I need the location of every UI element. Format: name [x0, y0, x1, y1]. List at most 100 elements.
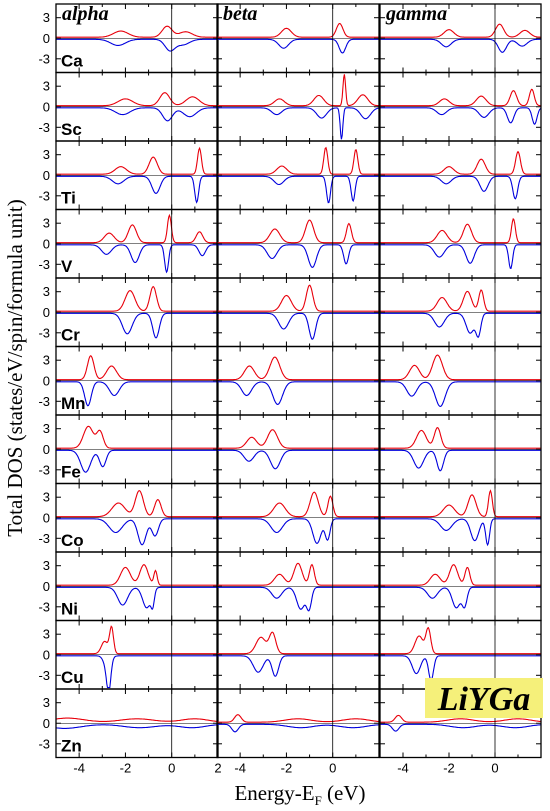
y-tick-label: 3 [43, 353, 50, 368]
series-spin-up [380, 151, 541, 175]
y-tick-label: 0 [43, 99, 50, 114]
y-tick-label: -3 [38, 599, 50, 614]
element-label: V [61, 257, 73, 276]
series-spin-down [217, 175, 379, 204]
panel-Ca-gamma: gamma [379, 3, 542, 74]
panel-Cu-alpha: Cu [55, 619, 219, 690]
series-spin-down [217, 107, 380, 140]
series-spin-up [380, 88, 541, 107]
panel-Ti-gamma [379, 140, 542, 211]
series-spin-down [56, 107, 218, 122]
element-label: Ti [61, 189, 76, 208]
series-spin-up [217, 562, 379, 586]
series-spin-down [217, 381, 379, 405]
y-tick-label: 3 [43, 10, 50, 25]
y-tick-label: 0 [43, 236, 50, 251]
series-spin-down [380, 38, 541, 53]
series-spin-up [380, 217, 541, 244]
series-spin-down [380, 449, 541, 472]
y-tick-label: 3 [43, 558, 50, 573]
series-spin-up [217, 356, 379, 381]
panel-Cu-beta [216, 619, 380, 690]
series-spin-down [217, 312, 379, 340]
series-spin-down [56, 518, 218, 546]
series-spin-up [380, 714, 542, 723]
y-tick-label: -3 [38, 325, 50, 340]
series-spin-up [55, 717, 219, 723]
series-spin-down [380, 518, 541, 547]
panel-V-gamma [379, 208, 542, 279]
element-label: Cu [61, 668, 84, 687]
series-spin-up [380, 354, 541, 381]
y-tick-label: 3 [43, 147, 50, 162]
panel-Mn-alpha: Mn [55, 345, 219, 416]
y-tick-label: 3 [43, 421, 50, 436]
x-tick-label: 0 [329, 761, 336, 776]
series-spin-down [56, 244, 218, 274]
series-spin-up [56, 489, 218, 518]
element-label: Zn [61, 737, 82, 756]
element-label: Ca [61, 52, 83, 71]
panel-Cr-gamma [379, 277, 542, 348]
series-spin-up [56, 425, 218, 449]
series-spin-up [217, 491, 379, 518]
y-tick-label: 3 [43, 284, 50, 299]
series-spin-down [217, 518, 379, 545]
series-spin-up [56, 355, 218, 381]
y-tick-label: -3 [38, 668, 50, 683]
compound-label: LiYGa [437, 681, 531, 718]
series-spin-up [56, 564, 218, 586]
panel-Ti-alpha: Ti [55, 140, 219, 211]
series-spin-down [56, 38, 218, 52]
series-spin-down [217, 244, 379, 268]
panel-Ca-alpha: Ca alpha [55, 3, 219, 74]
y-tick-label: -3 [38, 736, 50, 751]
panel-Mn-gamma [379, 345, 542, 416]
panel-Fe-gamma [379, 414, 542, 485]
series-spin-down [380, 107, 542, 125]
y-tick-label: 0 [43, 579, 50, 594]
series-spin-down [217, 655, 379, 677]
series-spin-down [217, 449, 379, 470]
x-tick-label: 0 [168, 761, 175, 776]
y-tick-label: 3 [43, 695, 50, 710]
y-tick-label: 0 [43, 373, 50, 388]
panel-Cr-alpha: Cr [55, 277, 219, 348]
series-spin-up [380, 564, 541, 586]
element-label: Cr [61, 326, 80, 345]
y-tick-label: 3 [43, 216, 50, 231]
panel-Ti-beta [216, 140, 380, 211]
series-spin-up [380, 427, 541, 449]
series-spin-down [380, 244, 541, 270]
series-spin-up [56, 146, 218, 175]
y-tick-label: -3 [38, 257, 50, 272]
panel-Fe-beta [216, 414, 380, 485]
series-spin-down [56, 381, 218, 407]
panel-Sc-alpha: Sc [55, 71, 219, 142]
series-spin-up [217, 23, 379, 38]
series-spin-up [217, 631, 379, 655]
series-spin-up [380, 289, 541, 312]
panel-Sc-gamma [379, 71, 542, 142]
element-label: Ni [61, 600, 78, 619]
series-spin-up [56, 625, 218, 655]
panel-Ni-gamma [379, 551, 542, 622]
panel-Ca-beta: beta [216, 3, 380, 74]
y-axis-title: Total DOS (states/eV/spin/formula unit) [3, 199, 27, 536]
series-spin-up [217, 714, 380, 723]
y-tick-label: 0 [43, 442, 50, 457]
series-spin-up [217, 74, 380, 107]
x-tick-label: -4 [234, 761, 246, 776]
phase-label: gamma [385, 3, 447, 25]
series-spin-down [217, 586, 379, 612]
element-label: Sc [61, 120, 82, 139]
series-spin-down [380, 312, 541, 339]
phase-label: alpha [62, 3, 109, 25]
series-spin-down [56, 175, 218, 204]
x-tick-label: 0 [491, 761, 498, 776]
series-spin-up [217, 146, 379, 175]
panel-Co-alpha: Co [55, 482, 219, 553]
series-spin-down [380, 586, 541, 609]
element-label: Mn [61, 394, 86, 413]
panel-Fe-alpha: Fe [55, 414, 219, 485]
